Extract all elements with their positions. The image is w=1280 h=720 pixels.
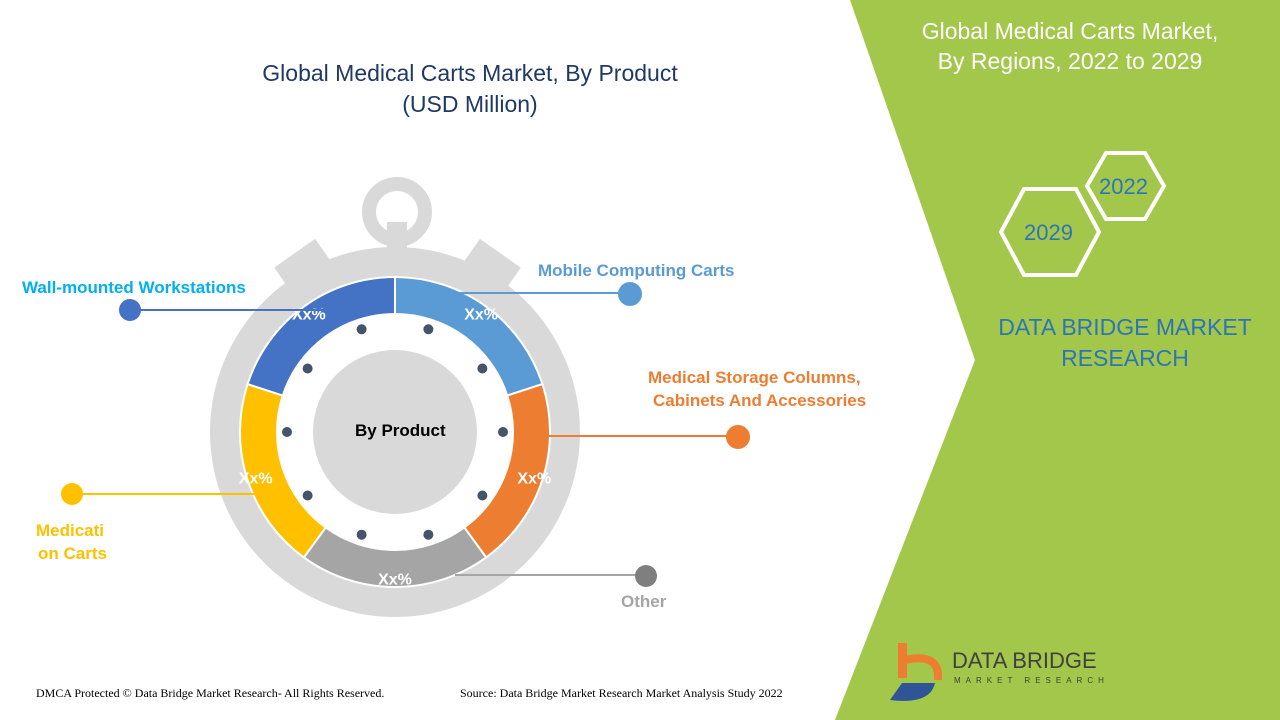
legend-medication: Medicati on Carts: [36, 519, 107, 565]
slice-value-label: Xx%: [464, 306, 498, 323]
legend-medication-line1: Medicati: [36, 521, 105, 540]
slice-value-label: Xx%: [239, 470, 273, 487]
chart-title: Global Medical Carts Market, By Product …: [200, 58, 740, 120]
tick-dot: [356, 529, 367, 540]
tick-dot: [356, 324, 367, 335]
tick-dot: [302, 363, 313, 374]
legend-storage-line2: Cabinets And Accessories: [653, 391, 867, 410]
legend-wall-mounted: Wall-mounted Workstations: [22, 278, 246, 297]
legend-storage-line1: Medical Storage Columns,: [648, 368, 861, 387]
source-footer: Source: Data Bridge Market Research Mark…: [460, 686, 783, 700]
right-green-panel: [835, 0, 1280, 720]
title-line-1: Global Medical Carts Market, By Product: [262, 60, 678, 86]
tick-dot: [423, 324, 434, 335]
center-label: By Product: [355, 421, 446, 440]
tick-dot: [477, 363, 488, 374]
year-2022: 2022: [1099, 174, 1148, 199]
center-circle: [313, 350, 477, 514]
hexagon-2029: [998, 187, 1102, 277]
legend-mobile-computing: Mobile Computing Carts: [538, 261, 735, 280]
regions-title: Global Medical Carts Market, By Regions,…: [900, 16, 1240, 76]
tick-dot: [302, 490, 313, 501]
hexagon-2022: [998, 151, 1167, 277]
legend-storage: Medical Storage Columns, Cabinets And Ac…: [648, 366, 866, 412]
year-2029: 2029: [1024, 220, 1073, 245]
logo-subtitle: MARKET RESEARCH: [954, 676, 1109, 685]
leader-lines: [61, 282, 750, 587]
logo-name: DATA BRIDGE: [952, 648, 1097, 673]
legend-other: Other: [621, 592, 667, 611]
title-line-2: (USD Million): [402, 91, 538, 117]
brand-line1: DATA BRIDGE MARKET: [998, 314, 1252, 340]
slice-value-label: Xx%: [378, 572, 412, 589]
copyright-footer: DMCA Protected © Data Bridge Market Rese…: [36, 686, 385, 700]
tick-dot: [477, 490, 488, 501]
brand-text: DATA BRIDGE MARKET RESEARCH: [985, 312, 1265, 374]
regions-title-line2: By Regions, 2022 to 2029: [937, 48, 1203, 74]
donut-ring: Xx%Xx%Xx%Xx%Xx%: [239, 275, 551, 589]
tick-dot: [423, 529, 434, 540]
tick-dot: [498, 427, 508, 437]
tick-dot: [282, 427, 292, 437]
slice-value-label: Xx%: [517, 470, 551, 487]
legend-medication-line2: on Carts: [38, 544, 107, 563]
tick-dots: [282, 324, 508, 540]
regions-title-line1: Global Medical Carts Market,: [921, 18, 1219, 44]
logo-mark: [890, 643, 943, 701]
brand-line2: RESEARCH: [1061, 345, 1189, 371]
donut-slice-4: [246, 275, 396, 397]
